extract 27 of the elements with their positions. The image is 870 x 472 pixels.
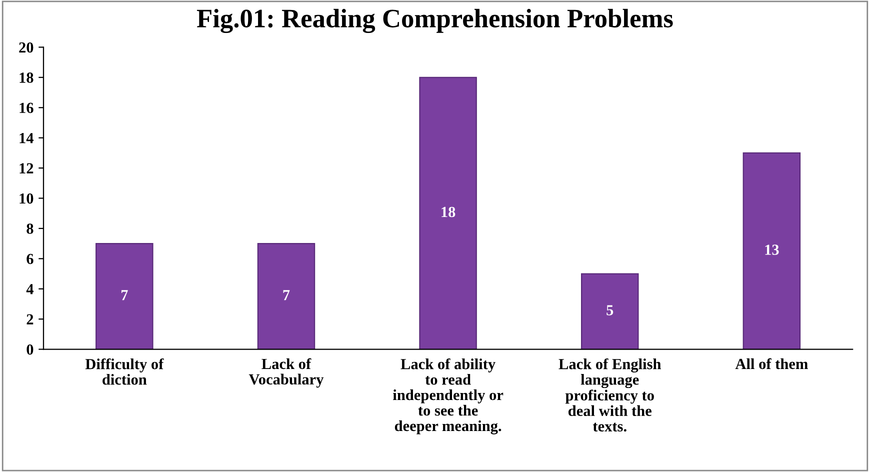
x-tick-label: Lack of Vocabulary	[248, 358, 324, 388]
x-tick-label: Difficulty of diction	[85, 358, 164, 385]
bar	[419, 76, 477, 350]
y-tick-label: 12	[20, 163, 34, 174]
data-label: 7	[121, 290, 128, 300]
y-tick-label: 16	[20, 102, 34, 114]
y-tick-label: 20	[19, 42, 34, 53]
bar	[742, 152, 801, 350]
y-tick-label: 0	[26, 344, 34, 355]
data-label: 18	[442, 206, 456, 218]
y-tick-label: 10	[20, 193, 34, 204]
y-tick-label: 6	[26, 254, 34, 264]
x-tick-label: Lack of ability to read independently or to see the deeper meaning.	[393, 358, 504, 434]
data-label: 13	[765, 244, 779, 255]
data-label: 7	[283, 290, 290, 300]
y-tick-label: 18	[20, 72, 34, 83]
x-tick-label: Lack of English language proficiency to deal with the texts.	[558, 358, 662, 432]
bar	[96, 242, 154, 350]
y-tick-label: 2	[26, 314, 34, 324]
y-tick-label: 14	[20, 133, 34, 144]
bar	[580, 273, 639, 350]
y-tick-label: 8	[26, 224, 34, 234]
x-tick-label: All of them	[735, 358, 808, 370]
y-tick-label: 4	[26, 284, 34, 294]
data-label: 5	[606, 305, 614, 316]
chart-title: Fig.01: Reading Comprehension Problems	[196, 8, 673, 34]
bar	[257, 242, 316, 350]
